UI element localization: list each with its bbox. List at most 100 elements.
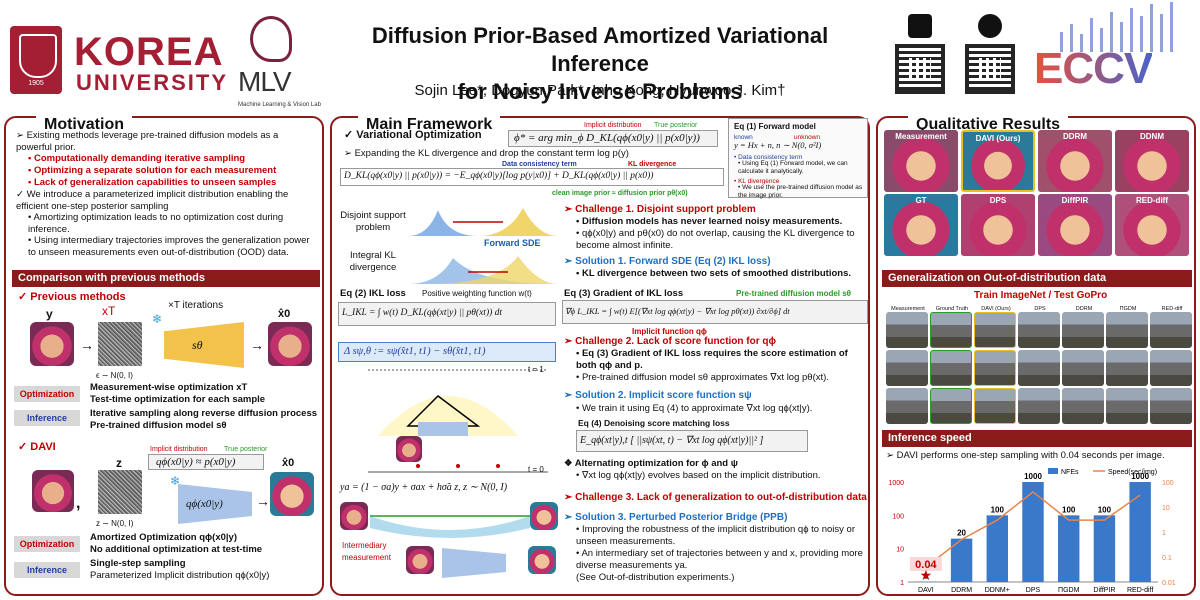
lab-subtitle: Machine Learning & Vision Lab <box>238 102 321 108</box>
highlight-box <box>909 556 942 571</box>
ppb-ya-image <box>406 546 434 574</box>
davi-network-label: qϕ(x0|y) <box>186 498 223 510</box>
eq1-kl: • KL divergence <box>734 178 780 185</box>
legend-nfe-swatch <box>1048 468 1058 474</box>
qualitative-label-5: DPS <box>989 196 1007 205</box>
main-eq: D_KL(qϕ(x0|y) || p(x0|y)) = −E_qϕ(x0|y)[… <box>344 171 654 181</box>
qualitative-label-4: GT <box>915 196 927 205</box>
y-right-tick-0: 0.01 <box>1162 580 1176 587</box>
poster-title: Diffusion Prior-Based Amortized Variatio… <box>330 22 870 106</box>
generalization-header: Generalization on Out-of-distribution da… <box>882 270 1192 287</box>
x-tick-2: DDNM+ <box>985 587 1010 594</box>
eq1-title: Eq (1) Forward model <box>734 122 816 131</box>
eq1-kl2: • We use the pre-trained diffusion model… <box>738 184 863 199</box>
ch2-b2: • Pre-trained diffusion model sθ approxi… <box>576 372 829 383</box>
bar-label-3: 1000 <box>1024 472 1042 481</box>
x-tick-3: DPS <box>1026 587 1041 594</box>
gen-image-0-4 <box>1062 312 1104 348</box>
gen-col-label-3: DPS <box>1034 306 1046 312</box>
bar-3 <box>1022 482 1044 582</box>
score-diagram <box>368 369 548 473</box>
gen-image-0-0 <box>886 312 928 348</box>
davi-optimization-tag: Optimization <box>14 536 80 552</box>
y-left-tick-2: 100 <box>892 513 904 520</box>
pre-diff-label: Pre-trained diffusion model sθ <box>736 289 852 298</box>
gen-col-label-6: RED-diff <box>1161 306 1183 312</box>
qualitative-title: Qualitative Results <box>908 116 1069 134</box>
delta-eq-box <box>338 342 556 362</box>
ch1-b1: • Diffusion models has never learned noi… <box>576 216 843 227</box>
bar-label-5: 100 <box>1098 505 1112 514</box>
kl-term-label: KL divergence <box>628 161 677 168</box>
ch2-b1: • Eq (3) Gradient of IKL loss requires t… <box>576 348 848 371</box>
davi-x0-label: x̂0 <box>282 457 295 469</box>
x-tick-5: DiffPIR <box>1093 587 1115 594</box>
z-label: z <box>116 456 122 470</box>
eq3: ∇ϕ L_IKL = ∫ w(t) E[(∇xt log qϕ(xt|y) − … <box>565 306 790 316</box>
y-right-tick-3: 10 <box>1162 505 1170 512</box>
eq3-title: Eq (3) Gradient of IKL loss <box>564 288 684 299</box>
prev-y-label: y <box>46 307 53 321</box>
gen-image-1-2 <box>974 350 1016 386</box>
bar-6 <box>1129 482 1151 582</box>
davi-inference-tag: Inference <box>14 562 80 578</box>
vo-eq-box <box>508 130 718 147</box>
bar-4 <box>1058 515 1080 582</box>
motivation-b3: • Lack of generalization capabilities to… <box>28 177 277 188</box>
bar-5 <box>1093 515 1116 582</box>
qualitative-label-1: DAVI (Ours) <box>975 134 1021 143</box>
university-seal-logo: 1905 <box>10 26 62 94</box>
prev-measurement-image <box>30 322 74 366</box>
prev-opt-line1: Measurement-wise optimization xT <box>90 382 248 393</box>
gen-image-2-6 <box>1150 388 1192 424</box>
highlight-value: 0.04 <box>915 559 937 571</box>
davi-eq: qϕ(x0|y) ≈ p(x0|y) <box>156 456 236 468</box>
qualitative-image-3: DDNM <box>1115 130 1189 192</box>
gen-image-1-3 <box>1018 350 1060 386</box>
davi-output-image <box>270 472 314 516</box>
qualitative-image-0: Measurement <box>884 130 958 192</box>
solution2: ➢ Solution 2. Implicit score function sψ <box>564 390 752 401</box>
gen-image-0-5 <box>1106 312 1148 348</box>
gen-col-label-0: Measurement <box>891 306 925 312</box>
score-network-label: sθ <box>192 338 203 352</box>
y-left-tick-1: 10 <box>896 547 904 554</box>
variational-optimization: ✓ Variational Optimization <box>344 129 482 141</box>
eq1-dc2: • Using Eq (1) Forward model, we can cal… <box>738 160 848 175</box>
davi-implicit-label: Implicit distribution <box>150 446 208 453</box>
legend-speed-label: Speed(sec/img) <box>1108 469 1157 476</box>
solution3: ➢ Solution 3. Perturbed Posterior Bridge… <box>564 512 788 523</box>
bar-label-0: 1 <box>924 572 929 581</box>
gen-col-label-1: Ground Truth <box>935 306 969 312</box>
poster-header: 1905 KOREA UNIVERSITY MLV Machine Learni… <box>0 0 1200 112</box>
challenge1: ➢ Challenge 1. Disjoint support problem <box>564 204 756 215</box>
prev-optimization-tag: Optimization <box>14 386 80 402</box>
paper-qr-code[interactable] <box>895 44 945 94</box>
star-icon: ★ <box>920 567 933 583</box>
intermediary-label: Intermediary measurement <box>342 541 391 562</box>
lab-head-icon <box>250 16 292 62</box>
davi-noise-image <box>98 470 142 514</box>
so3-b3: (See Out-of-distribution experiments.) <box>576 572 735 583</box>
motivation-b4: • Amortizing optimization leads to no op… <box>28 212 284 235</box>
speed-desc: ➢ DAVI performs one-step sampling with 0… <box>886 450 1165 461</box>
eq1-dc: • Data consistency term <box>734 154 803 161</box>
comma-label: , <box>76 495 81 512</box>
github-qr-code[interactable] <box>965 44 1015 94</box>
q-distribution-shape <box>408 210 478 236</box>
title-line2: for Noisy Inverse Problems <box>457 79 743 104</box>
qualitative-image-2: DDRM <box>1038 130 1112 192</box>
davi-true-label: True posterior <box>224 446 268 453</box>
bar-label-4: 100 <box>1062 505 1076 514</box>
prev-inf-line2: Pre-trained diffusion model sθ <box>90 420 227 431</box>
qualitative-label-0: Measurement <box>895 132 947 141</box>
gen-image-0-1 <box>930 312 972 348</box>
motivation-panel: Motivation ➢ Existing methods leverage p… <box>4 116 324 596</box>
gen-col-label-5: ΠGDM <box>1119 306 1137 312</box>
x-tick-1: DDRM <box>951 587 972 594</box>
dsp-label: Disjoint support problem <box>340 210 406 233</box>
y-right-tick-4: 100 <box>1162 480 1174 487</box>
support-diagram <box>408 208 558 284</box>
z-eq: z ∼ N(0, I) <box>96 519 134 528</box>
university-name-line2: UNIVERSITY <box>76 70 229 95</box>
